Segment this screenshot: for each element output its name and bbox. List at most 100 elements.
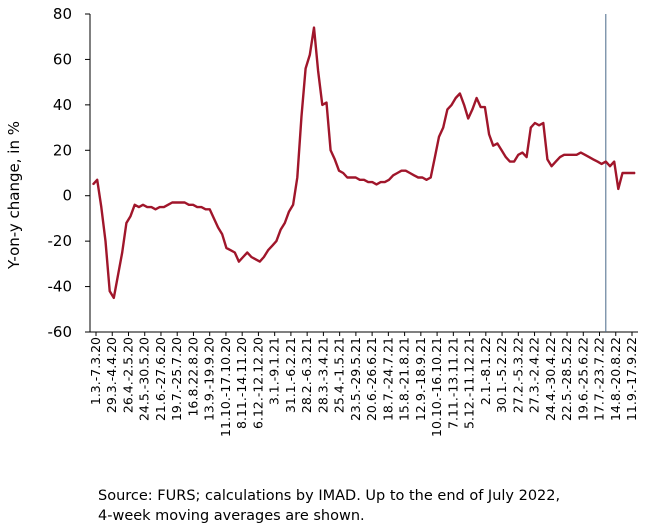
x-tick-label: 25.4.-1.5.21 [332, 337, 347, 413]
data-point [355, 176, 357, 179]
data-point [442, 127, 444, 129]
y-axis-ticks: 80 60 40 20 0 -20 -40 -60 [48, 5, 90, 341]
data-point [109, 290, 111, 292]
x-axis-ticks: 1.3.-7.3.20 29.3.-4.4.20 26.4.-2.5.20 24.5.… [88, 332, 639, 437]
data-point [125, 222, 127, 224]
axes [89, 14, 638, 333]
source-line-2: 4-week moving averages are shown. [98, 508, 365, 524]
series-line [92, 26, 635, 300]
data-point [459, 92, 461, 95]
data-point [171, 201, 173, 204]
x-tick-label: 24.4.-30.4.22 [543, 337, 558, 421]
data-point [501, 149, 503, 151]
data-point [380, 181, 382, 183]
data-point [92, 183, 94, 185]
data-point [242, 256, 244, 258]
data-point [434, 156, 436, 158]
data-point [234, 251, 236, 254]
source-line-1: Source: FURS; calculations by IMAD. Up t… [98, 488, 561, 504]
data-point [350, 176, 353, 179]
data-point [263, 256, 265, 258]
data-point [409, 172, 411, 174]
y-axis-title: Y-on-y change, in % [5, 121, 23, 270]
data-point [267, 249, 269, 251]
x-tick-label: 1.3.-7.3.20 [88, 337, 103, 405]
x-tick-label: 6.12.-12.12.20 [250, 337, 265, 429]
data-point [455, 97, 457, 99]
data-point [305, 67, 307, 70]
y-tick-label: -40 [48, 278, 73, 296]
data-point [342, 172, 344, 174]
y-tick-label: 0 [62, 187, 72, 205]
x-tick-label: 2.1.-8.1.22 [478, 337, 493, 405]
y-tick-label: 40 [53, 96, 72, 114]
data-point [626, 172, 628, 174]
source-note: Source: FURS; calculations by IMAD. Up t… [98, 486, 638, 526]
x-tick-label: 3.1.-9.1.21 [267, 337, 282, 405]
data-point [563, 154, 565, 156]
data-point [230, 249, 232, 251]
x-tick-label: 19.6.-25.6.22 [575, 337, 590, 421]
data-point [400, 170, 403, 172]
data-point [476, 97, 478, 99]
data-point [588, 156, 590, 158]
y-tick-label: 60 [53, 50, 72, 68]
data-point [634, 172, 636, 174]
x-tick-label: 11.9.-17.9.22 [624, 337, 639, 421]
data-point [480, 106, 482, 108]
data-point [271, 245, 273, 247]
data-point [309, 54, 311, 56]
data-point [321, 104, 323, 106]
data-point [367, 181, 369, 183]
y-tick-label: 80 [53, 5, 72, 23]
data-point [154, 208, 157, 210]
data-point [313, 27, 315, 29]
data-point [517, 154, 519, 156]
x-tick-label: 27.2.-5.3.22 [510, 337, 525, 413]
x-tick-label: 20.6.-26.6.21 [364, 337, 379, 421]
data-point [359, 179, 361, 181]
x-tick-label: 16.8.22.8.20 [186, 337, 201, 417]
data-point [184, 201, 186, 204]
data-point [384, 181, 386, 183]
x-tick-label: 26.4.-2.5.20 [121, 337, 136, 413]
data-point [571, 154, 574, 156]
data-point [492, 145, 494, 147]
data-point [613, 161, 615, 163]
x-tick-label: 19.7.-25.7.20 [169, 337, 184, 421]
line-chart: Y-on-y change, in % 80 60 40 20 0 -20 -40 -60 1… [5, 5, 639, 437]
data-point [505, 156, 507, 158]
data-point [288, 211, 290, 213]
data-point [338, 170, 340, 172]
data-point [142, 204, 144, 206]
x-tick-label: 21.6.-27.6.20 [153, 337, 168, 421]
y-tick-label: -20 [48, 232, 73, 250]
data-point [292, 204, 294, 206]
data-point [630, 172, 632, 174]
data-point [471, 108, 473, 110]
data-point [496, 142, 498, 145]
data-point [601, 163, 603, 165]
data-point [388, 179, 390, 181]
data-point [526, 156, 528, 158]
data-point [425, 179, 428, 181]
data-point [317, 70, 319, 72]
data-point [438, 136, 440, 138]
x-tick-label: 22.5.-28.5.22 [559, 337, 574, 421]
data-point [363, 179, 365, 181]
data-point [467, 117, 469, 120]
x-tick-label: 24.5.-30.5.20 [137, 337, 152, 421]
data-point [488, 133, 490, 135]
data-point [567, 154, 569, 156]
x-tick-label: 11.10.-17.10.20 [218, 337, 233, 437]
x-tick-label: 27.3.-2.4.22 [527, 337, 542, 413]
data-point [334, 158, 336, 160]
data-point [167, 204, 169, 206]
data-point [375, 183, 378, 185]
data-point [330, 149, 332, 151]
data-point [592, 158, 594, 160]
data-point [555, 161, 557, 163]
data-point [300, 115, 303, 117]
data-point [621, 172, 624, 174]
data-point [542, 122, 544, 124]
